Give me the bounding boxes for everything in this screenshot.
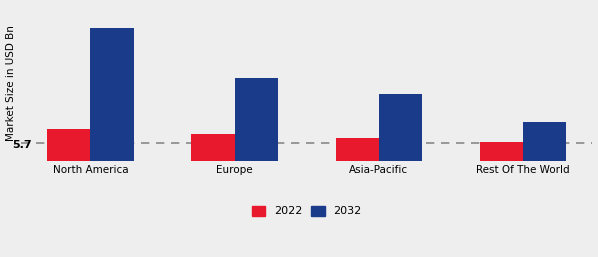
Bar <box>480 142 523 161</box>
Bar <box>379 94 422 161</box>
Legend: 2022, 2032: 2022, 2032 <box>248 201 366 221</box>
Y-axis label: Market Size in USD Bn: Market Size in USD Bn <box>5 25 16 141</box>
Bar <box>47 129 90 161</box>
Bar <box>191 134 234 161</box>
Bar <box>523 122 566 161</box>
Bar <box>335 138 379 161</box>
Text: 5.7: 5.7 <box>13 140 32 150</box>
Bar <box>234 78 278 161</box>
Bar <box>90 28 133 161</box>
